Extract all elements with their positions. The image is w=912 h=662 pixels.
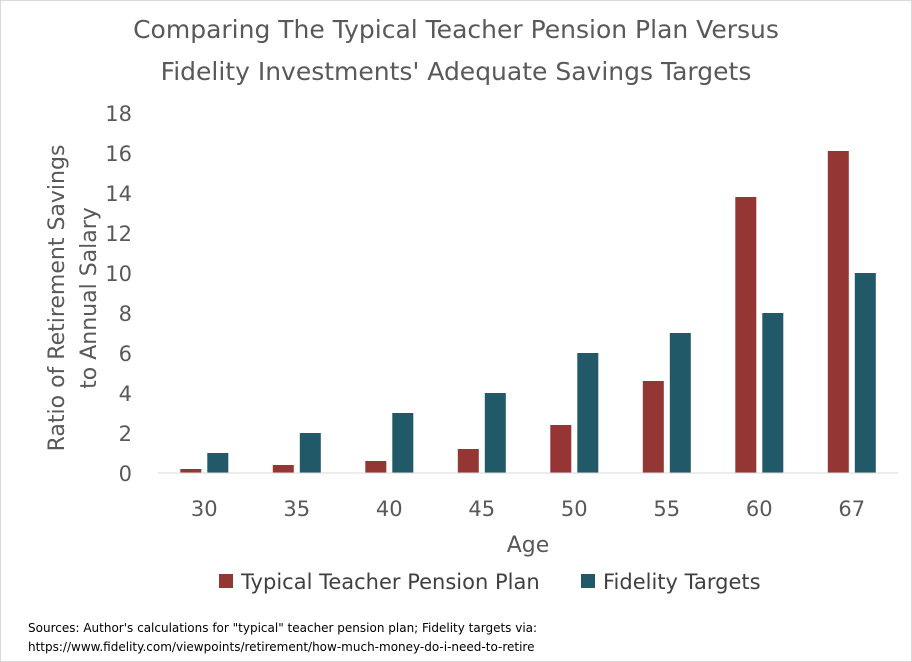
y-axis-title-line-2: to Annual Salary	[77, 207, 102, 389]
bar-fidelity-30	[207, 453, 229, 473]
y-tick-label: 4	[119, 382, 132, 406]
y-tick-label: 18	[105, 102, 132, 126]
x-tick-label: 45	[468, 497, 495, 521]
bar-fidelity-45	[484, 393, 506, 473]
bars-group	[180, 151, 876, 473]
bar-pension-67	[827, 151, 849, 473]
x-tick-label: 67	[838, 497, 865, 521]
bar-pension-40	[365, 461, 387, 473]
legend: Typical Teacher Pension Plan Fidelity Ta…	[219, 570, 761, 594]
legend-swatch-fidelity	[581, 574, 595, 588]
legend-swatch-pension	[219, 574, 233, 588]
x-tick-label: 30	[191, 497, 218, 521]
y-tick-label: 2	[119, 422, 132, 446]
bar-pension-60	[735, 197, 757, 473]
x-tick-label: 40	[376, 497, 403, 521]
bar-fidelity-67	[854, 273, 876, 473]
y-tick-label: 14	[105, 182, 132, 206]
y-tick-label: 12	[105, 222, 132, 246]
bar-fidelity-40	[392, 413, 414, 473]
bar-pension-35	[272, 465, 294, 473]
x-tick-label: 50	[561, 497, 588, 521]
y-axis-title-line-1: Ratio of Retirement Savings	[45, 145, 70, 452]
legend-label-fidelity: Fidelity Targets	[603, 570, 761, 594]
chart-title-line-1: Comparing The Typical Teacher Pension Pl…	[133, 15, 779, 44]
bar-fidelity-50	[577, 353, 599, 473]
y-axis-title: Ratio of Retirement Savings to Annual Sa…	[45, 145, 102, 452]
x-tick-label: 55	[653, 497, 680, 521]
bar-pension-45	[457, 449, 479, 473]
source-note-line-2: https://www.fidelity.com/viewpoints/reti…	[28, 640, 534, 654]
y-tick-label: 16	[105, 142, 132, 166]
y-tick-label: 8	[119, 302, 132, 326]
x-axis-ticks: 30 35 40 45 50 55 60 67	[191, 497, 865, 521]
x-tick-label: 60	[746, 497, 773, 521]
bar-pension-30	[180, 469, 202, 473]
x-axis-title: Age	[507, 533, 550, 558]
y-tick-label: 6	[119, 342, 132, 366]
x-tick-label: 35	[283, 497, 310, 521]
y-tick-label: 0	[119, 462, 132, 486]
source-note-line-1: Sources: Author's calculations for "typi…	[28, 621, 537, 635]
bar-pension-50	[550, 425, 572, 473]
chart-title-line-2: Fidelity Investments' Adequate Savings T…	[161, 57, 752, 86]
y-axis-ticks: 0 2 4 6 8 10 12 14 16 18	[105, 102, 132, 486]
y-tick-label: 10	[105, 262, 132, 286]
bar-fidelity-60	[762, 313, 784, 473]
legend-label-pension: Typical Teacher Pension Plan	[240, 570, 540, 594]
bar-fidelity-55	[669, 333, 691, 473]
bar-fidelity-35	[299, 433, 321, 473]
bar-pension-55	[642, 381, 664, 473]
